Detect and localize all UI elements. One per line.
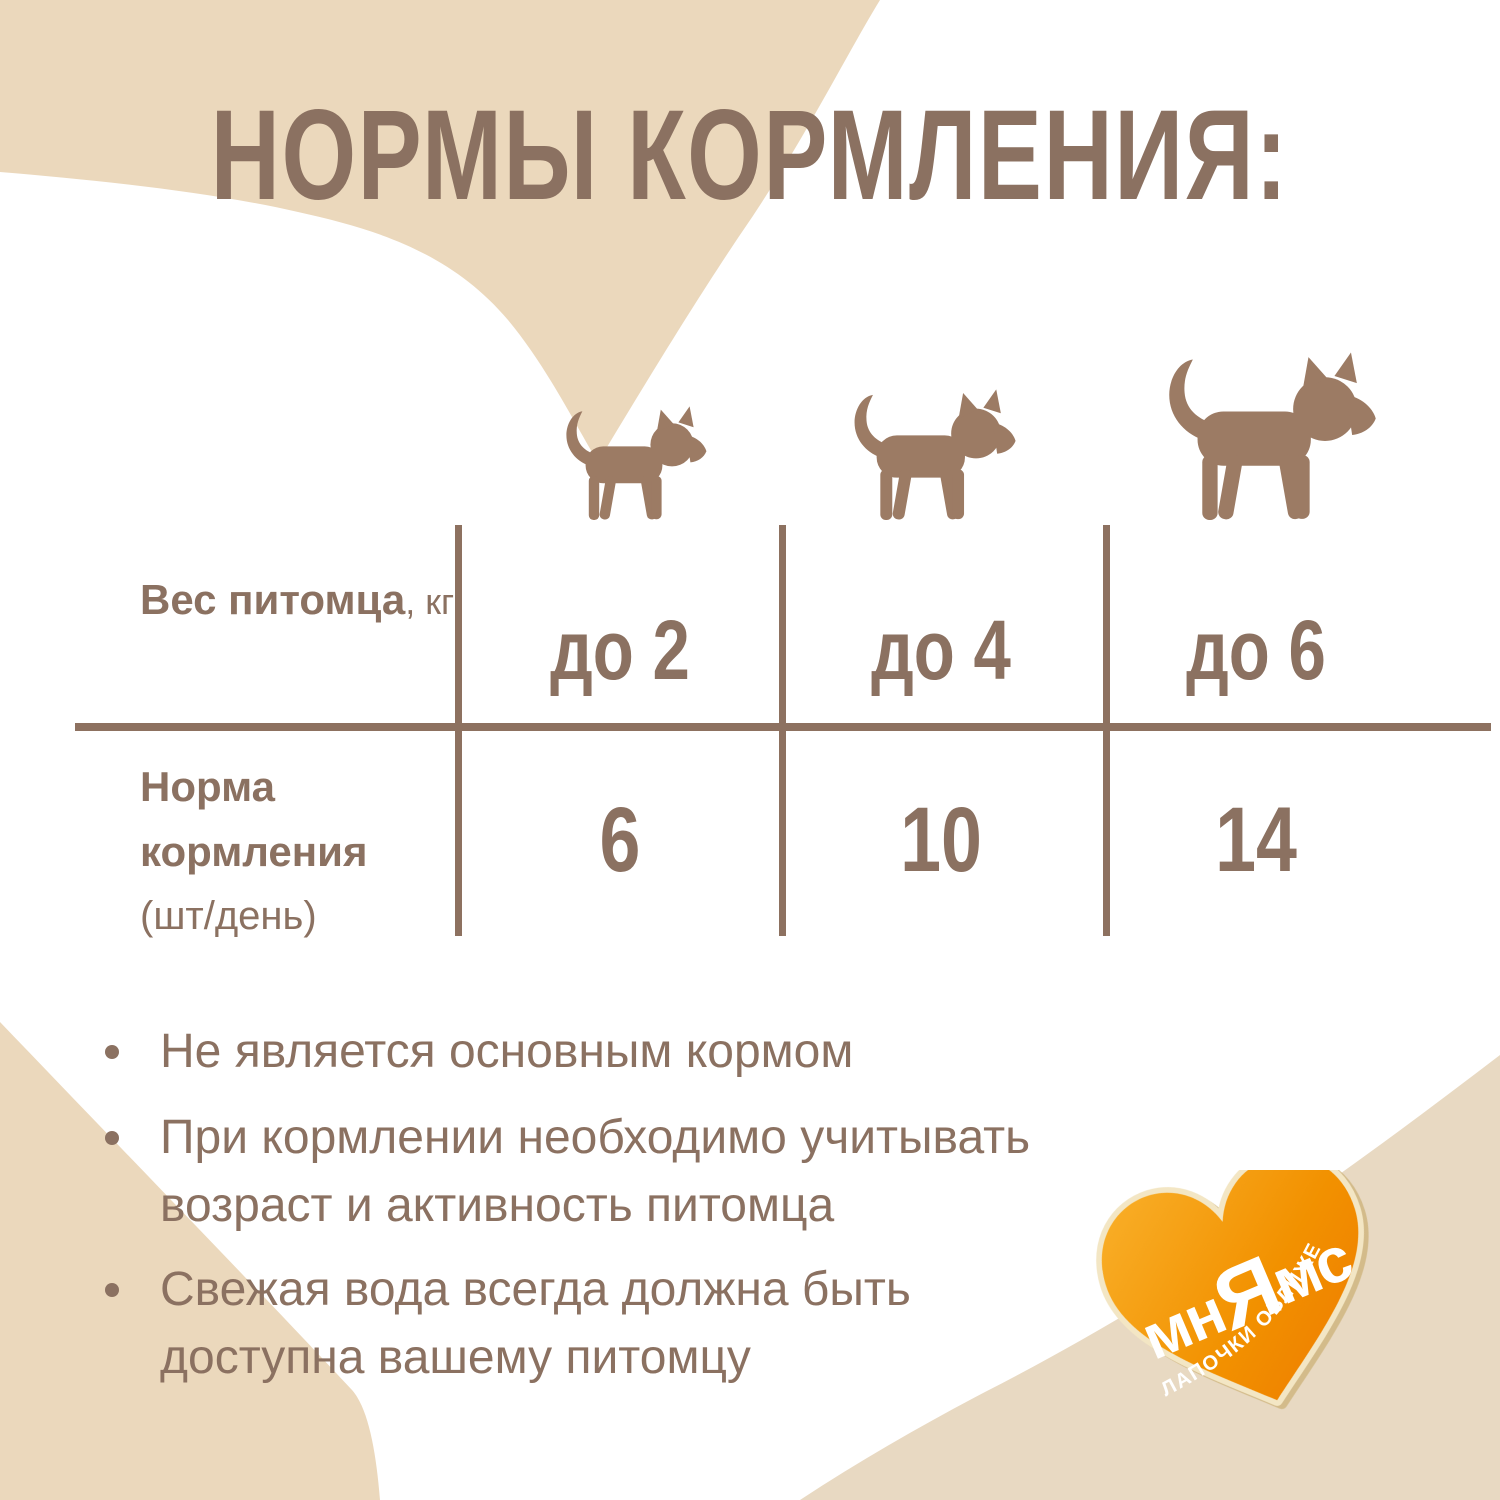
bullet-item-1: Не является основным кормом (160, 1018, 853, 1086)
row-label-pet-weight-bold: Вес питомца (140, 576, 406, 623)
beige-bottom-right-area (800, 1055, 1500, 1500)
table-divider-horizontal (75, 723, 1491, 731)
bullet-item-3-line1: Свежая вода всегда должна быть (160, 1263, 911, 1316)
table-cell-norm-col3: 14 (1215, 789, 1297, 891)
row-label-feeding-norm-line3: (шт/день) (140, 894, 317, 938)
bullet-item-3-line2: доступна вашему питомцу (160, 1331, 751, 1384)
row-label-feeding-norm-line1: Норма (140, 763, 275, 810)
brand-logo: мнЯмс ЛАПОЧКИ ОБЛИЖЕШЬ! (1096, 1170, 1365, 1406)
bullet-dot-1 (105, 1045, 119, 1059)
cat-large-icon (1169, 352, 1376, 521)
row-label-feeding-norm: Норма кормления (шт/день) (140, 754, 367, 949)
bullet-item-3: Свежая вода всегда должна быть доступна … (160, 1256, 911, 1392)
row-label-pet-weight-unit: , кг (405, 581, 455, 622)
logo-heart-icon (1096, 1170, 1365, 1406)
table-cell-weight-col2: до 4 (871, 603, 1011, 697)
table-cell-weight-col1: до 2 (550, 603, 690, 697)
row-label-feeding-norm-line2: кормления (140, 828, 368, 875)
table-cell-norm-col2: 10 (900, 789, 982, 891)
bullet-item-2-line1: При кормлении необходимо учитывать (160, 1111, 1031, 1164)
cat-medium-icon (854, 389, 1016, 521)
bullet-item-1-line1: Не является основным кормом (160, 1025, 854, 1078)
table-cell-norm-col1: 6 (599, 789, 641, 891)
page-title: НОРМЫ КОРМЛЕНИЯ: (0, 92, 1500, 220)
bullet-dot-3 (105, 1283, 119, 1297)
bullet-item-2: При кормлении необходимо учитывать возра… (160, 1104, 1030, 1240)
table-cell-weight-col3: до 6 (1186, 603, 1326, 697)
bullet-dot-2 (105, 1131, 119, 1145)
bullet-item-2-line2: возраст и активность питомца (160, 1179, 835, 1232)
page-title-text: НОРМЫ КОРМЛЕНИЯ: (210, 84, 1290, 227)
beige-bottom-left-area (0, 1022, 380, 1500)
beige-top-area (0, 0, 880, 462)
row-label-pet-weight: Вес питомца, кг (140, 567, 454, 635)
